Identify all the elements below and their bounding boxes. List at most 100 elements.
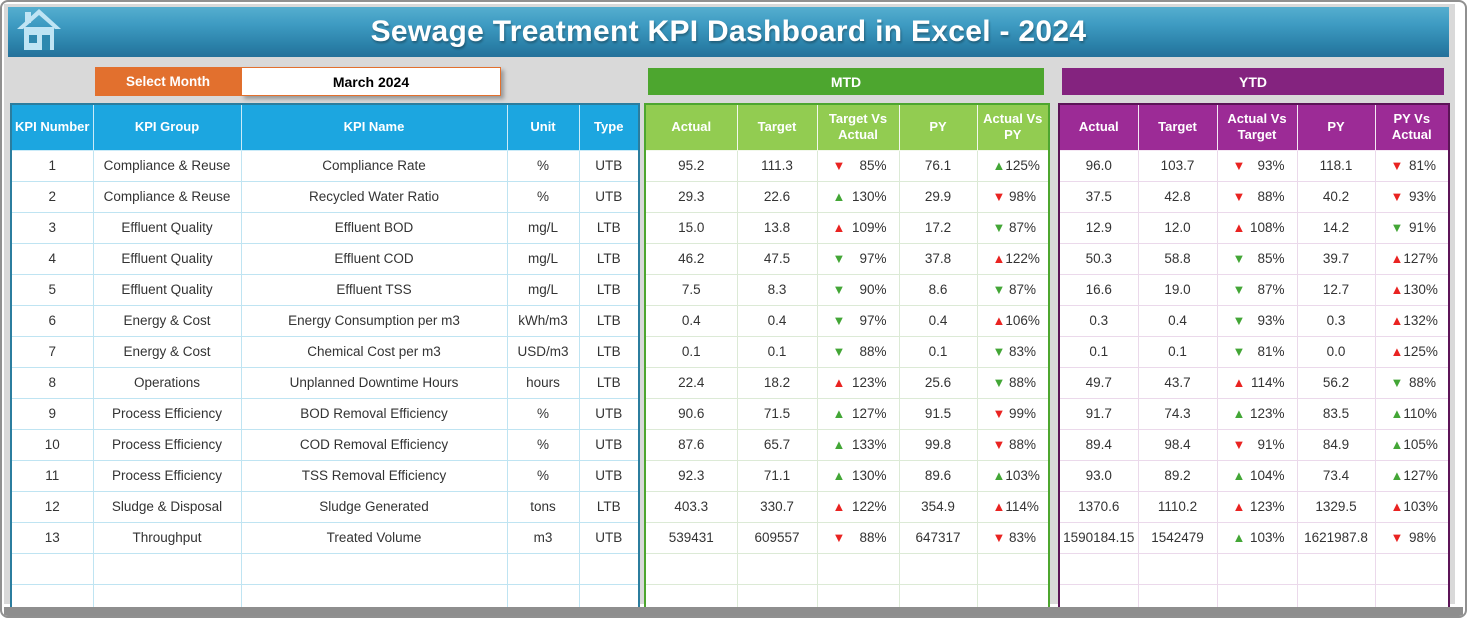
data-cell[interactable]: Effluent COD <box>240 242 508 275</box>
data-cell[interactable]: 3 <box>10 211 94 244</box>
data-cell[interactable]: Throughput <box>92 521 242 554</box>
data-cell[interactable]: % <box>506 428 580 461</box>
data-cell[interactable]: UTB <box>578 521 640 554</box>
empty-cell[interactable] <box>736 552 818 585</box>
empty-cell[interactable] <box>1058 552 1139 585</box>
data-cell[interactable]: UTB <box>578 149 640 182</box>
data-cell[interactable]: 49.7 <box>1058 366 1139 399</box>
data-cell[interactable]: 22.6 <box>736 180 818 213</box>
data-cell[interactable]: 1621987.8 <box>1296 521 1376 554</box>
variance-cell[interactable]: ▼ 81% <box>1374 149 1450 182</box>
data-cell[interactable]: LTB <box>578 366 640 399</box>
variance-cell[interactable]: ▼ 83% <box>976 335 1050 368</box>
data-cell[interactable]: 0.4 <box>736 304 818 337</box>
variance-cell[interactable]: ▼ 88% <box>976 428 1050 461</box>
variance-cell[interactable]: ▲ 127% <box>1374 459 1450 492</box>
data-cell[interactable]: 91.7 <box>1058 397 1139 430</box>
data-cell[interactable]: hours <box>506 366 580 399</box>
variance-cell[interactable]: ▼ 87% <box>1216 273 1298 306</box>
data-cell[interactable]: 1 <box>10 149 94 182</box>
data-cell[interactable]: 76.1 <box>898 149 978 182</box>
variance-cell[interactable]: ▲ 127% <box>816 397 900 430</box>
data-cell[interactable]: LTB <box>578 335 640 368</box>
data-cell[interactable]: 40.2 <box>1296 180 1376 213</box>
data-cell[interactable]: 12 <box>10 490 94 523</box>
empty-cell[interactable] <box>1374 552 1450 585</box>
data-cell[interactable]: 17.2 <box>898 211 978 244</box>
data-cell[interactable]: UTB <box>578 180 640 213</box>
data-cell[interactable]: 58.8 <box>1137 242 1218 275</box>
data-cell[interactable]: % <box>506 397 580 430</box>
data-cell[interactable]: LTB <box>578 242 640 275</box>
variance-cell[interactable]: ▲ 105% <box>1374 428 1450 461</box>
variance-cell[interactable]: ▼ 87% <box>976 211 1050 244</box>
data-cell[interactable]: 0.1 <box>898 335 978 368</box>
empty-cell[interactable] <box>1296 552 1376 585</box>
data-cell[interactable]: 0.1 <box>1137 335 1218 368</box>
data-cell[interactable]: LTB <box>578 490 640 523</box>
data-cell[interactable]: BOD Removal Efficiency <box>240 397 508 430</box>
data-cell[interactable]: 56.2 <box>1296 366 1376 399</box>
data-cell[interactable]: 8.3 <box>736 273 818 306</box>
data-cell[interactable]: 50.3 <box>1058 242 1139 275</box>
data-cell[interactable]: 46.2 <box>644 242 738 275</box>
data-cell[interactable]: kWh/m3 <box>506 304 580 337</box>
variance-cell[interactable]: ▼ 88% <box>1216 180 1298 213</box>
data-cell[interactable]: LTB <box>578 304 640 337</box>
data-cell[interactable]: 95.2 <box>644 149 738 182</box>
home-icon[interactable] <box>16 8 62 54</box>
variance-cell[interactable]: ▼ 88% <box>816 521 900 554</box>
data-cell[interactable]: 37.8 <box>898 242 978 275</box>
variance-cell[interactable]: ▲ 127% <box>1374 242 1450 275</box>
data-cell[interactable]: 12.9 <box>1058 211 1139 244</box>
data-cell[interactable]: 0.4 <box>644 304 738 337</box>
data-cell[interactable]: mg/L <box>506 211 580 244</box>
variance-cell[interactable]: ▼ 97% <box>816 242 900 275</box>
data-cell[interactable]: 29.9 <box>898 180 978 213</box>
data-cell[interactable]: 91.5 <box>898 397 978 430</box>
data-cell[interactable]: Sludge & Disposal <box>92 490 242 523</box>
data-cell[interactable]: 19.0 <box>1137 273 1218 306</box>
data-cell[interactable]: 103.7 <box>1137 149 1218 182</box>
data-cell[interactable]: 118.1 <box>1296 149 1376 182</box>
data-cell[interactable]: 9 <box>10 397 94 430</box>
data-cell[interactable]: Effluent TSS <box>240 273 508 306</box>
data-cell[interactable]: mg/L <box>506 273 580 306</box>
data-cell[interactable]: 647317 <box>898 521 978 554</box>
variance-cell[interactable]: ▲ 103% <box>1216 521 1298 554</box>
data-cell[interactable]: 2 <box>10 180 94 213</box>
data-cell[interactable]: LTB <box>578 211 640 244</box>
variance-cell[interactable]: ▼ 85% <box>1216 242 1298 275</box>
data-cell[interactable]: 15.0 <box>644 211 738 244</box>
variance-cell[interactable]: ▼ 99% <box>976 397 1050 430</box>
data-cell[interactable]: UTB <box>578 459 640 492</box>
empty-cell[interactable] <box>1216 552 1298 585</box>
variance-cell[interactable]: ▲ 122% <box>976 242 1050 275</box>
data-cell[interactable]: 73.4 <box>1296 459 1376 492</box>
data-cell[interactable]: 13 <box>10 521 94 554</box>
data-cell[interactable]: 71.1 <box>736 459 818 492</box>
data-cell[interactable]: 87.6 <box>644 428 738 461</box>
data-cell[interactable]: Effluent Quality <box>92 242 242 275</box>
data-cell[interactable]: 65.7 <box>736 428 818 461</box>
data-cell[interactable]: 1542479 <box>1137 521 1218 554</box>
data-cell[interactable]: 1590184.15 <box>1058 521 1139 554</box>
data-cell[interactable]: Compliance Rate <box>240 149 508 182</box>
variance-cell[interactable]: ▲ 122% <box>816 490 900 523</box>
variance-cell[interactable]: ▼ 81% <box>1216 335 1298 368</box>
variance-cell[interactable]: ▲ 103% <box>1374 490 1450 523</box>
data-cell[interactable]: Effluent Quality <box>92 211 242 244</box>
data-cell[interactable]: 13.8 <box>736 211 818 244</box>
empty-cell[interactable] <box>240 552 508 585</box>
data-cell[interactable]: 7 <box>10 335 94 368</box>
data-cell[interactable]: 47.5 <box>736 242 818 275</box>
variance-cell[interactable]: ▲ 130% <box>816 459 900 492</box>
select-month-button[interactable]: Select Month <box>95 67 241 96</box>
data-cell[interactable]: 83.5 <box>1296 397 1376 430</box>
variance-cell[interactable]: ▲ 104% <box>1216 459 1298 492</box>
empty-cell[interactable] <box>10 552 94 585</box>
data-cell[interactable]: 0.1 <box>736 335 818 368</box>
variance-cell[interactable]: ▼ 91% <box>1374 211 1450 244</box>
variance-cell[interactable]: ▲ 130% <box>1374 273 1450 306</box>
data-cell[interactable]: 16.6 <box>1058 273 1139 306</box>
